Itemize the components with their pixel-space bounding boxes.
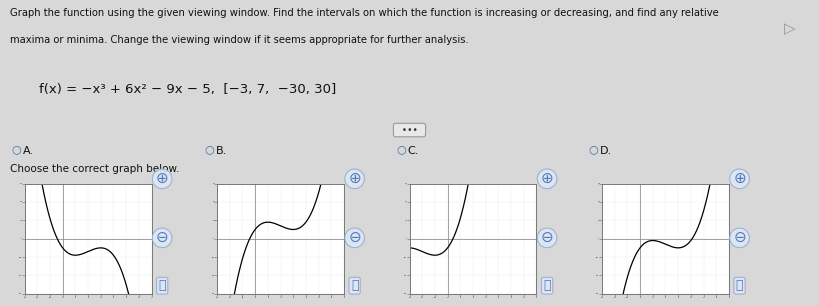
Text: C.: C.	[408, 146, 419, 156]
Text: ⊕: ⊕	[156, 171, 169, 186]
Text: ○: ○	[11, 144, 21, 155]
Text: ○: ○	[396, 144, 406, 155]
Text: A.: A.	[23, 146, 34, 156]
Text: f(x) = −x³ + 6x² − 9x − 5,  [−3, 7,  −30, 30]: f(x) = −x³ + 6x² − 9x − 5, [−3, 7, −30, …	[39, 83, 337, 95]
Text: D.: D.	[600, 146, 613, 156]
Text: ⊖: ⊖	[348, 230, 361, 245]
Text: ⧉: ⧉	[543, 279, 551, 292]
Text: ○: ○	[204, 144, 214, 155]
Text: Choose the correct graph below.: Choose the correct graph below.	[10, 164, 179, 174]
Text: B.: B.	[215, 146, 227, 156]
Text: ⧉: ⧉	[158, 279, 166, 292]
Text: ▷: ▷	[785, 21, 796, 36]
Text: ⊕: ⊕	[733, 171, 746, 186]
Text: ⊖: ⊖	[541, 230, 554, 245]
Text: ⧉: ⧉	[735, 279, 744, 292]
Text: ⊕: ⊕	[348, 171, 361, 186]
Text: ○: ○	[589, 144, 599, 155]
Text: ⧉: ⧉	[351, 279, 359, 292]
Text: Graph the function using the given viewing window. Find the intervals on which t: Graph the function using the given viewi…	[10, 8, 718, 18]
Text: maxima or minima. Change the viewing window if it seems appropriate for further : maxima or minima. Change the viewing win…	[10, 35, 468, 45]
Text: ⊖: ⊖	[733, 230, 746, 245]
Text: •••: •••	[396, 125, 423, 135]
Text: ⊕: ⊕	[541, 171, 554, 186]
Text: ⊖: ⊖	[156, 230, 169, 245]
